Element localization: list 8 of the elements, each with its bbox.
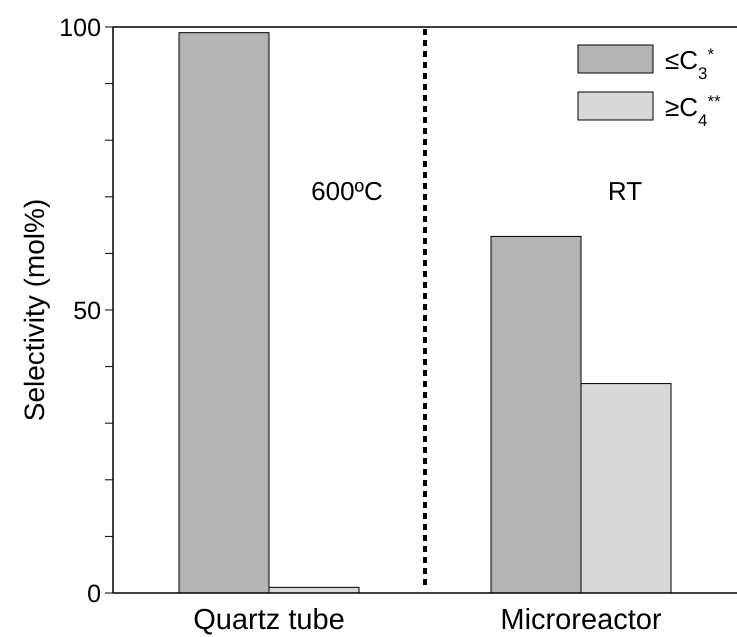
y-tick-label: 100 bbox=[59, 14, 101, 42]
y-tick-label: 0 bbox=[87, 580, 101, 608]
annotation: 600ºC bbox=[311, 176, 383, 206]
y-axis-title: Selectivity (mol%) bbox=[19, 198, 50, 422]
y-tick-label: 50 bbox=[73, 296, 101, 325]
x-tick-label: Microreactor bbox=[500, 604, 662, 636]
annotation: RT bbox=[608, 176, 642, 206]
x-tick-label: Quartz tube bbox=[193, 604, 345, 636]
